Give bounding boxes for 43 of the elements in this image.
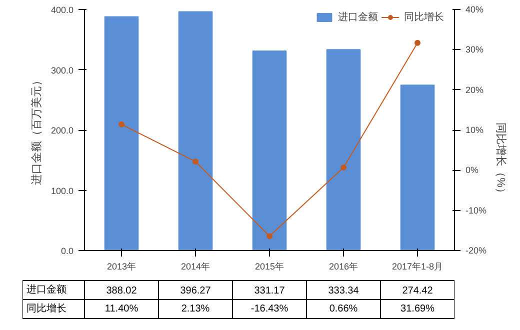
bar bbox=[252, 50, 287, 251]
text: 进口金额 bbox=[26, 284, 66, 296]
data-label: 388.02 bbox=[106, 286, 138, 296]
y2-axis-title: 同比增长（%） bbox=[494, 122, 508, 198]
y2-tick-label: 40% bbox=[466, 4, 484, 14]
y2-tick-label: -10% bbox=[466, 205, 487, 216]
point bbox=[340, 164, 346, 171]
y-tick-label: 200.0 bbox=[50, 126, 74, 136]
text: 同比增长 bbox=[26, 304, 66, 314]
data-label: 331.17 bbox=[254, 286, 286, 296]
point bbox=[192, 158, 198, 165]
x-tick-label: 2016年 bbox=[328, 262, 358, 272]
data-label: 2.13% bbox=[181, 304, 210, 314]
bar bbox=[178, 11, 213, 251]
point bbox=[414, 40, 420, 46]
legend-label: 进口金额 bbox=[338, 10, 378, 24]
y2-tick-label: -20% bbox=[466, 246, 487, 256]
y-axis-title: 进口金额（百万美元） bbox=[30, 75, 43, 185]
bar bbox=[326, 49, 361, 251]
x-tick-label: 2014年 bbox=[180, 262, 210, 272]
y-tick-label: 300.0 bbox=[50, 65, 74, 76]
y2-tick-label: 30% bbox=[466, 44, 484, 55]
data-label: 396.27 bbox=[180, 286, 212, 296]
data-label: 0.66% bbox=[329, 304, 358, 314]
point bbox=[266, 233, 272, 240]
y-tick-label: 100.0 bbox=[50, 186, 74, 196]
x-tick-label: 2017年1-8月 bbox=[392, 262, 444, 272]
data-label: 333.34 bbox=[328, 286, 360, 296]
bar bbox=[104, 16, 139, 251]
data-label: 31.69% bbox=[400, 304, 435, 314]
x-tick-label: 2013年 bbox=[106, 262, 136, 272]
bar bbox=[400, 84, 435, 251]
y2-tick-label: 0% bbox=[466, 165, 479, 176]
data-label: -16.43% bbox=[250, 304, 288, 314]
x-tick-label: 2015年 bbox=[254, 262, 284, 272]
point bbox=[118, 121, 124, 128]
legend-label: 同比增长 bbox=[404, 10, 444, 24]
y2-tick-label: 20% bbox=[466, 84, 484, 95]
y2-tick-label: 10% bbox=[466, 125, 484, 135]
data-label: 274.42 bbox=[402, 286, 434, 296]
y-tick-label: 400.0 bbox=[50, 5, 74, 15]
y-tick-label: 0.0 bbox=[60, 246, 74, 256]
data-label: 11.40% bbox=[104, 304, 138, 314]
